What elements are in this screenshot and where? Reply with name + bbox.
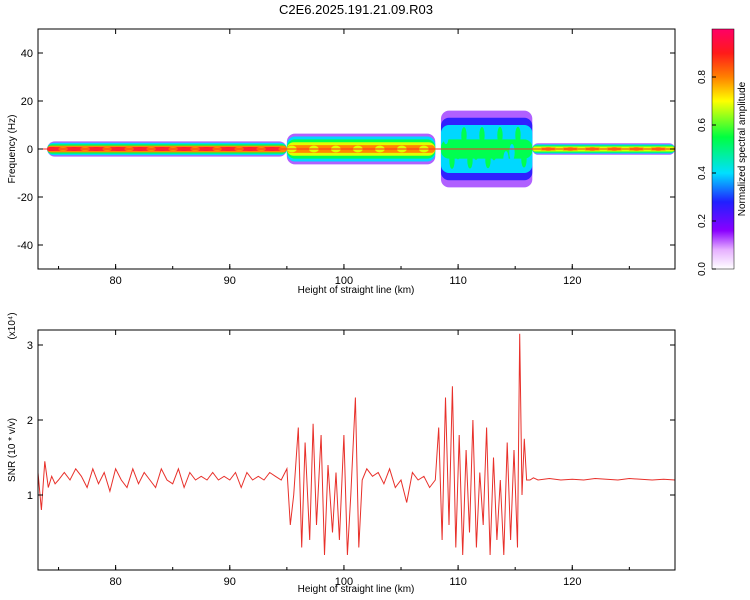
snr-x-axis: 80 90 100 110 120 bbox=[58, 330, 630, 588]
colorbar-gradient bbox=[711, 28, 735, 270]
spectrogram-spot bbox=[509, 144, 515, 161]
snr-x-tick-label: 120 bbox=[563, 576, 581, 588]
spectrogram-y-label: Frequency (Hz) bbox=[7, 115, 18, 184]
spectrogram-y-tick-label: -40 bbox=[17, 240, 33, 252]
spectrogram-x-tick-label: 80 bbox=[110, 275, 122, 287]
snr-x-tick-label: 80 bbox=[110, 576, 122, 588]
spectrogram-x-tick-label: 100 bbox=[335, 275, 353, 287]
colorbar-tick-label: 0.4 bbox=[697, 166, 708, 180]
spectrogram-y-tick-label: -20 bbox=[17, 192, 33, 204]
colorbar-tick-label: 0.6 bbox=[697, 118, 708, 132]
spectrogram-spot bbox=[497, 126, 503, 144]
snr-x-tick-label: 90 bbox=[224, 576, 236, 588]
spectrogram-spot bbox=[467, 151, 473, 169]
spectrogram-spot bbox=[503, 151, 509, 168]
colorbar-label: Normalized spectral amplitude bbox=[737, 81, 748, 216]
spectrogram-spot bbox=[449, 152, 455, 169]
spectrogram-spot bbox=[491, 143, 497, 161]
spectrogram-x-tick-label: 110 bbox=[449, 275, 467, 287]
spectrogram-y-tick-label: 40 bbox=[21, 48, 33, 60]
snr-y-axis: 1 2 3 bbox=[27, 340, 675, 502]
colorbar-tick-label: 0.8 bbox=[697, 70, 708, 84]
snr-x-tick-label: 110 bbox=[449, 576, 467, 588]
snr-x-tick-label: 100 bbox=[335, 576, 353, 588]
spectrogram-y-tick-label: 0 bbox=[27, 144, 33, 156]
spectrogram-y-tick-label: 20 bbox=[21, 96, 33, 108]
spectrogram-spot bbox=[455, 142, 461, 160]
spectrogram-x-axis: 80 90 100 110 120 bbox=[58, 29, 630, 287]
snr-y-tick-label: 1 bbox=[27, 490, 33, 502]
spectrogram-x-tick-label: 90 bbox=[224, 275, 236, 287]
snr-series-line bbox=[38, 333, 675, 556]
snr-y-tick-label: 2 bbox=[27, 415, 33, 427]
spectrogram-spot bbox=[521, 150, 527, 168]
spectrogram-spot bbox=[443, 127, 449, 145]
snr-y-label: SNR (10 * v/v) bbox=[7, 418, 18, 482]
colorbar-tick-label: 0.0 bbox=[697, 262, 708, 276]
snr-plot: 80 90 100 110 120 1 2 3 Height of straight lin… bbox=[7, 312, 676, 595]
colorbar: 0.0 0.2 0.4 0.6 0.8 Normalized spectral ampl… bbox=[697, 28, 748, 276]
colorbar-ticks: 0.0 0.2 0.4 0.6 0.8 bbox=[697, 70, 716, 276]
spectrogram-spot bbox=[515, 126, 521, 144]
snr-x-label: Height of straight line (km) bbox=[298, 584, 415, 595]
snr-y-multiplier: (x10⁴) bbox=[7, 312, 18, 339]
snr-y-tick-label: 3 bbox=[27, 340, 33, 352]
snr-frame bbox=[37, 329, 676, 571]
spectrogram-y-axis: 40 20 0 -20 -40 bbox=[17, 48, 675, 252]
spectrogram-spot bbox=[485, 151, 491, 169]
spectrogram-spot bbox=[461, 127, 467, 144]
colorbar-tick-label: 0.2 bbox=[697, 214, 708, 228]
spectrogram-plot: 80 90 100 110 120 40 20 0 -20 -40 Height of stra… bbox=[7, 28, 676, 296]
spectrogram-spot bbox=[473, 143, 479, 160]
spectrogram-heatmap bbox=[38, 110, 675, 188]
chart-title: C2E6.2025.191.21.09.R03 bbox=[279, 2, 433, 17]
spectrogram-x-tick-label: 120 bbox=[563, 275, 581, 287]
spectrogram-x-label: Height of straight line (km) bbox=[298, 285, 415, 296]
spectrogram-spot bbox=[479, 127, 485, 144]
